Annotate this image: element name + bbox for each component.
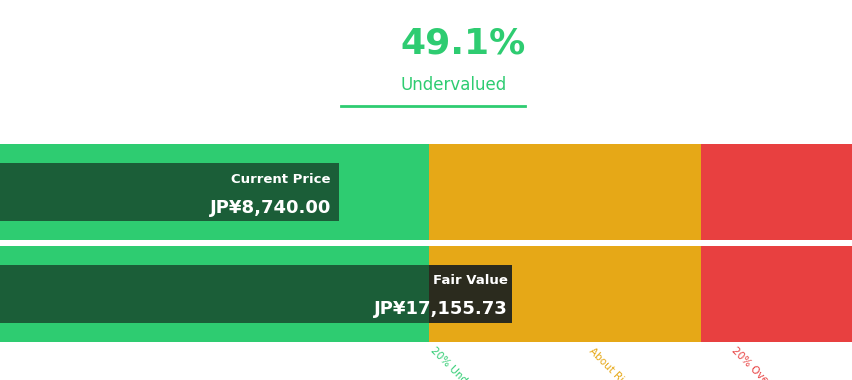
Bar bbox=[429, 246, 700, 342]
Bar bbox=[0, 246, 852, 342]
Bar bbox=[429, 265, 511, 323]
Bar bbox=[0, 144, 852, 241]
Text: 20% Overvalued: 20% Overvalued bbox=[728, 346, 797, 380]
Text: 49.1%: 49.1% bbox=[400, 27, 526, 60]
Bar bbox=[0, 265, 511, 323]
Bar bbox=[700, 246, 852, 342]
Text: JP¥17,155.73: JP¥17,155.73 bbox=[373, 300, 507, 318]
Text: Current Price: Current Price bbox=[231, 173, 331, 185]
Text: About Right: About Right bbox=[586, 346, 636, 380]
Text: Fair Value: Fair Value bbox=[432, 274, 507, 287]
Text: 20% Undervalued: 20% Undervalued bbox=[429, 346, 501, 380]
Bar bbox=[0, 163, 339, 221]
Bar bbox=[429, 144, 700, 241]
Text: Undervalued: Undervalued bbox=[400, 76, 507, 94]
Bar bbox=[700, 144, 852, 241]
Text: JP¥8,740.00: JP¥8,740.00 bbox=[210, 199, 331, 217]
